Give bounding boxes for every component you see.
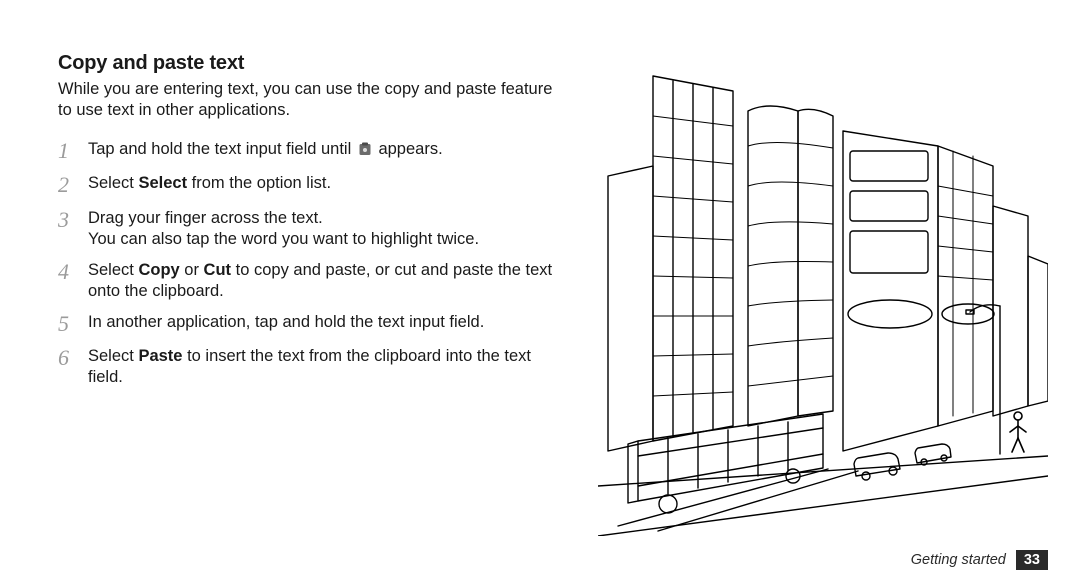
step-number: 3 (58, 208, 88, 232)
step-bold: Copy (138, 261, 179, 279)
step-item: 2 Select Select from the option list. (58, 173, 568, 197)
step-fragment: In another application, tap and hold the… (88, 313, 484, 331)
step-item: 6 Select Paste to insert the text from t… (58, 346, 568, 388)
step-fragment: Select (88, 261, 138, 279)
steps-list: 1 Tap and hold the text input field unti… (58, 139, 568, 388)
step-number: 6 (58, 346, 88, 370)
step-text: In another application, tap and hold the… (88, 312, 484, 333)
step-fragment: Select (88, 174, 138, 192)
step-number: 1 (58, 139, 88, 163)
step-text: Select Select from the option list. (88, 173, 331, 194)
step-number: 4 (58, 260, 88, 284)
step-fragment: or (180, 261, 204, 279)
step-item: 5 In another application, tap and hold t… (58, 312, 568, 336)
step-text: Tap and hold the text input field until … (88, 139, 443, 160)
step-fragment: from the option list. (187, 174, 331, 192)
step-text: Drag your finger across the text. You ca… (88, 208, 479, 250)
step-item: 4 Select Copy or Cut to copy and paste, … (58, 260, 568, 302)
step-bold: Cut (204, 261, 232, 279)
step-fragment: Drag your finger across the text. (88, 209, 323, 227)
footer-page-number: 33 (1016, 550, 1048, 570)
page-footer: Getting started 33 (911, 550, 1048, 570)
step-bold: Select (138, 174, 187, 192)
step-bold: Paste (138, 347, 182, 365)
clipboard-icon (358, 142, 372, 156)
step-item: 3 Drag your finger across the text. You … (58, 208, 568, 250)
step-text: Select Paste to insert the text from the… (88, 346, 568, 388)
text-column: Copy and paste text While you are enteri… (58, 52, 568, 398)
step-fragment: You can also tap the word you want to hi… (88, 230, 479, 248)
step-number: 2 (58, 173, 88, 197)
step-fragment: Select (88, 347, 138, 365)
step-fragment: appears. (374, 140, 443, 158)
city-illustration (598, 56, 1048, 536)
manual-page: Copy and paste text While you are enteri… (0, 0, 1080, 586)
intro-paragraph: While you are entering text, you can use… (58, 79, 568, 121)
step-fragment: Tap and hold the text input field until (88, 140, 356, 158)
step-item: 1 Tap and hold the text input field unti… (58, 139, 568, 163)
section-heading: Copy and paste text (58, 52, 568, 75)
footer-section-label: Getting started (911, 552, 1006, 568)
step-text: Select Copy or Cut to copy and paste, or… (88, 260, 568, 302)
step-number: 5 (58, 312, 88, 336)
